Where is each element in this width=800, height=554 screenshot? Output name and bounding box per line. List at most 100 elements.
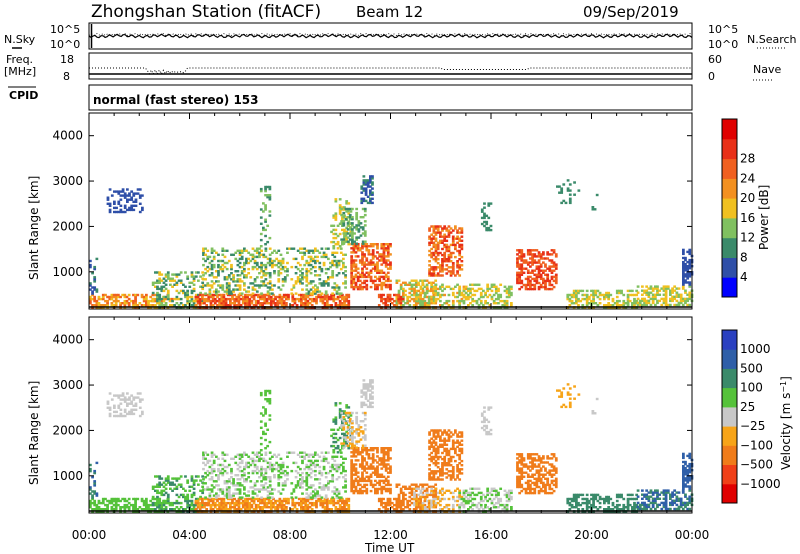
velocity-cell: [224, 501, 228, 505]
power-cell: [441, 241, 444, 244]
velocity-cell: [229, 497, 232, 501]
power-cell: [533, 283, 537, 287]
power-cell: [439, 299, 442, 303]
velocity-cell: [382, 463, 386, 466]
velocity-cell: [347, 447, 351, 450]
velocity-cell: [280, 501, 284, 505]
velocity-cell: [184, 499, 187, 503]
velocity-cell: [91, 496, 94, 499]
velocity-cell: [199, 495, 202, 499]
power-cell: [320, 292, 324, 295]
power-cell: [338, 212, 342, 215]
power-cell: [247, 251, 251, 254]
velocity-cell: [132, 408, 136, 411]
power-cell: [156, 295, 159, 299]
power-cell: [520, 279, 524, 283]
power-cell: [451, 262, 455, 265]
velocity-cell: [317, 499, 321, 503]
power-cell: [224, 299, 228, 303]
velocity-cell: [355, 411, 359, 415]
velocity-cell: [238, 461, 242, 465]
power-cell: [276, 299, 280, 303]
velocity-cell: [358, 463, 362, 466]
power-cell: [363, 234, 367, 237]
power-cell: [618, 299, 621, 303]
power-cell: [430, 237, 434, 240]
power-cell: [210, 251, 214, 254]
velocity-cell: [262, 484, 266, 487]
velocity-cell: [262, 457, 266, 460]
velocity-cell: [378, 479, 382, 483]
velocity-cell: [358, 465, 362, 468]
power-cell: [210, 280, 214, 283]
velocity-cell: [101, 499, 105, 503]
velocity-cell: [216, 508, 219, 511]
power-cell: [603, 295, 606, 299]
power-cell: [669, 293, 672, 296]
power-cell: [451, 299, 455, 303]
power-cell: [384, 259, 388, 262]
power-cell: [531, 257, 534, 260]
velocity-cell: [367, 467, 371, 470]
velocity-cell: [119, 408, 123, 411]
velocity-cell: [255, 459, 259, 463]
velocity-cell: [203, 503, 206, 507]
power-cell: [208, 288, 212, 291]
power-cell: [518, 263, 522, 266]
power-cell: [432, 293, 436, 297]
power-cell: [351, 228, 354, 231]
power-cell: [425, 283, 429, 286]
velocity-cell: [245, 478, 248, 481]
velocity-cell: [304, 506, 308, 509]
power-cell: [179, 297, 183, 301]
velocity-cell: [361, 465, 364, 468]
velocity-cell: [358, 487, 362, 491]
power-cell: [343, 240, 346, 244]
velocity-cell: [268, 389, 272, 393]
power-cell: [351, 236, 354, 239]
velocity-cell: [281, 471, 285, 475]
power-cell: [399, 302, 403, 305]
power-cell: [315, 295, 318, 299]
power-cell: [125, 299, 129, 303]
velocity-cell: [303, 451, 307, 454]
velocity-cell: [227, 496, 231, 499]
velocity-cell: [262, 476, 266, 479]
power-cell: [542, 261, 545, 264]
velocity-cell: [134, 503, 137, 507]
power-cell: [255, 290, 259, 293]
velocity-cell: [296, 453, 300, 456]
velocity-cell: [123, 410, 127, 414]
power-cell: [439, 241, 442, 244]
velocity-cell: [380, 479, 384, 483]
velocity-cell: [291, 499, 295, 503]
power-cell: [268, 196, 272, 199]
velocity-cell: [360, 401, 364, 404]
velocity-cell: [280, 499, 284, 503]
velocity-cell: [104, 508, 107, 511]
velocity-cell: [308, 506, 312, 509]
power-cell: [445, 272, 449, 275]
velocity-cell: [248, 508, 252, 511]
velocity-cell: [264, 478, 268, 481]
velocity-cell: [179, 493, 183, 497]
power-cell: [473, 289, 477, 293]
power-cell: [253, 280, 257, 283]
power-cell: [128, 198, 131, 201]
velocity-cell: [348, 430, 352, 433]
power-cell: [255, 249, 259, 252]
power-cell: [190, 271, 194, 274]
power-cell: [208, 290, 212, 293]
power-cell: [316, 286, 319, 289]
noise-trace: [88, 24, 693, 48]
power-cell: [232, 290, 235, 293]
power-cell: [535, 273, 539, 276]
velocity-cell: [221, 463, 225, 467]
power-cell: [355, 216, 359, 219]
velocity-cell: [295, 508, 299, 511]
power-cell: [410, 287, 414, 291]
power-cell: [277, 278, 281, 281]
power-cell: [271, 265, 274, 269]
velocity-cell: [332, 432, 336, 436]
power-cell: [529, 249, 532, 252]
